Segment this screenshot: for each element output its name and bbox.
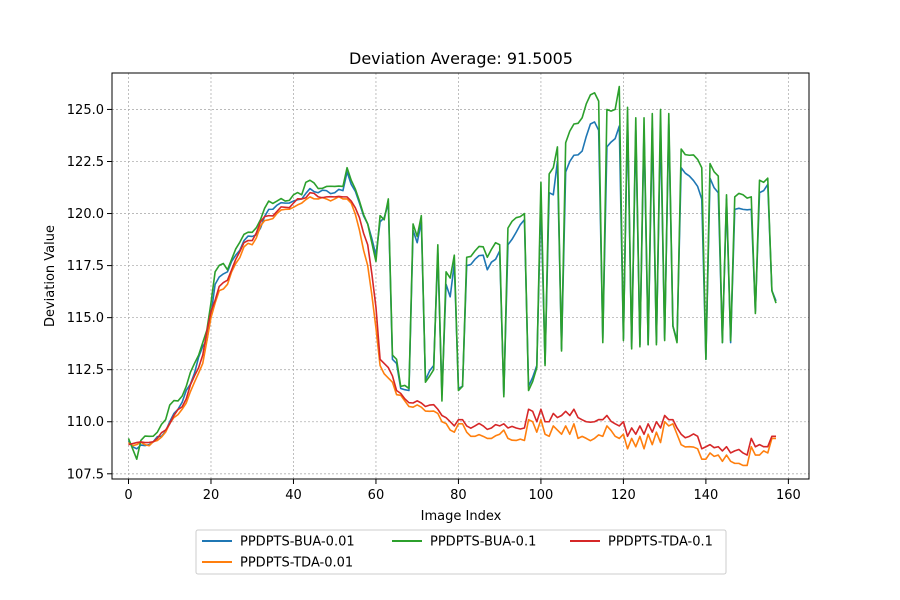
series-line-ppdpts-tda-0-1: [128, 191, 777, 456]
x-tick-label: 60: [368, 488, 385, 503]
y-tick-label: 125.0: [67, 103, 104, 118]
x-tick-label: 20: [203, 488, 220, 503]
plot-frame: [111, 72, 810, 480]
y-tick-label: 122.5: [67, 155, 104, 170]
y-tick-label: 120.0: [67, 207, 104, 222]
x-axis-label: Image Index: [421, 509, 502, 524]
grid: [112, 73, 809, 479]
series-lines: [127, 85, 777, 467]
y-axis-label: Deviation Value: [43, 225, 58, 327]
y-tick-label: 117.5: [67, 259, 104, 274]
x-tick-label: 0: [124, 488, 132, 503]
x-tick-label: 120: [611, 488, 636, 503]
y-axis-ticks: 107.5 110.0 112.5 115.0 117.5 120.0 122.5 125.0: [67, 103, 112, 482]
series-line-ppdpts-tda-0-01: [128, 195, 777, 467]
legend-label-ppdpts-bua-0-1: PPDPTS-BUA-0.1: [430, 535, 536, 550]
chart-title: Deviation Average: 91.5005: [349, 49, 573, 68]
legend: PPDPTS-BUA-0.01 PPDPTS-BUA-0.1 PPDPTS-TDA-…: [195, 529, 727, 575]
y-tick-label: 110.0: [67, 415, 104, 430]
x-tick-label: 140: [693, 488, 718, 503]
x-tick-label: 100: [529, 488, 554, 503]
legend-label-ppdpts-tda-0-1: PPDPTS-TDA-0.1: [608, 535, 713, 550]
x-axis-ticks: 0 20 40 60 80 100 120 140 160: [124, 479, 801, 503]
y-tick-label: 115.0: [67, 311, 104, 326]
y-tick-label: 107.5: [67, 467, 104, 482]
x-tick-label: 80: [450, 488, 467, 503]
x-tick-label: 160: [776, 488, 801, 503]
legend-label-ppdpts-tda-0-01: PPDPTS-TDA-0.01: [240, 556, 353, 571]
x-tick-label: 40: [285, 488, 302, 503]
series-line-ppdpts-bua-0-1: [127, 85, 777, 461]
legend-label-ppdpts-bua-0-01: PPDPTS-BUA-0.01: [240, 535, 355, 550]
y-tick-label: 112.5: [67, 363, 104, 378]
